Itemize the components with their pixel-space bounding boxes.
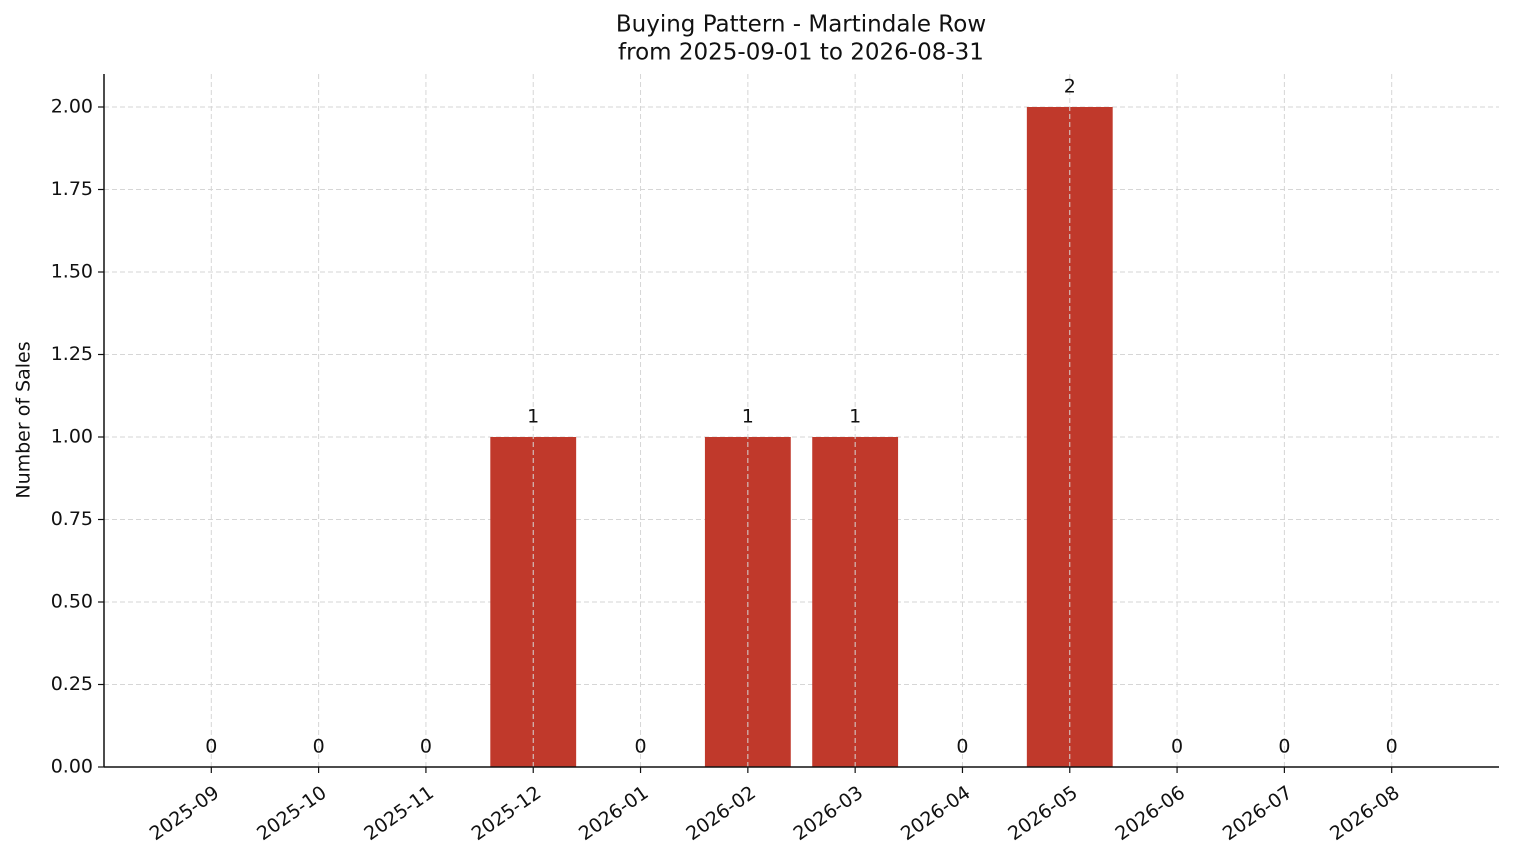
value-label: 0 <box>1171 736 1183 758</box>
x-tick-label: 2026-05 <box>1004 782 1082 846</box>
y-tick-label: 0.25 <box>51 673 93 695</box>
chart-subtitle: from 2025-09-01 to 2026-08-31 <box>618 40 984 66</box>
y-tick-label: 1.75 <box>51 178 93 200</box>
y-tick-label: 1.00 <box>51 426 93 448</box>
value-label: 0 <box>1278 736 1290 758</box>
x-tick-label: 2026-07 <box>1219 782 1297 846</box>
value-label: 1 <box>849 406 861 428</box>
value-label: 1 <box>742 406 754 428</box>
x-tick-label: 2025-10 <box>253 782 331 846</box>
y-tick-label: 0.50 <box>51 591 93 613</box>
value-label: 1 <box>527 406 539 428</box>
value-label: 0 <box>956 736 968 758</box>
x-tick-label: 2026-08 <box>1326 782 1404 846</box>
y-tick-label: 2.00 <box>51 96 93 118</box>
y-tick-label: 1.50 <box>51 261 93 283</box>
y-axis-label: Number of Sales <box>13 341 35 498</box>
x-tick-label: 2026-06 <box>1111 782 1189 846</box>
x-tick-label: 2026-03 <box>790 782 868 846</box>
x-tick-label: 2025-12 <box>468 782 546 846</box>
y-tick-label: 0.75 <box>51 508 93 530</box>
value-label: 0 <box>1386 736 1398 758</box>
y-tick-label: 0.00 <box>51 756 93 778</box>
chart-title: Buying Pattern - Martindale Row <box>616 12 986 38</box>
x-tick-label: 2026-01 <box>575 782 653 846</box>
x-tick-label: 2026-02 <box>682 782 760 846</box>
y-tick-label: 1.25 <box>51 343 93 365</box>
value-label: 0 <box>420 736 432 758</box>
x-tick-label: 2025-09 <box>146 782 224 846</box>
value-label: 0 <box>313 736 325 758</box>
value-label: 0 <box>634 736 646 758</box>
x-tick-label: 2025-11 <box>360 782 438 846</box>
value-label: 2 <box>1064 76 1076 98</box>
x-tick-label: 2026-04 <box>897 782 975 846</box>
value-label: 0 <box>205 736 217 758</box>
